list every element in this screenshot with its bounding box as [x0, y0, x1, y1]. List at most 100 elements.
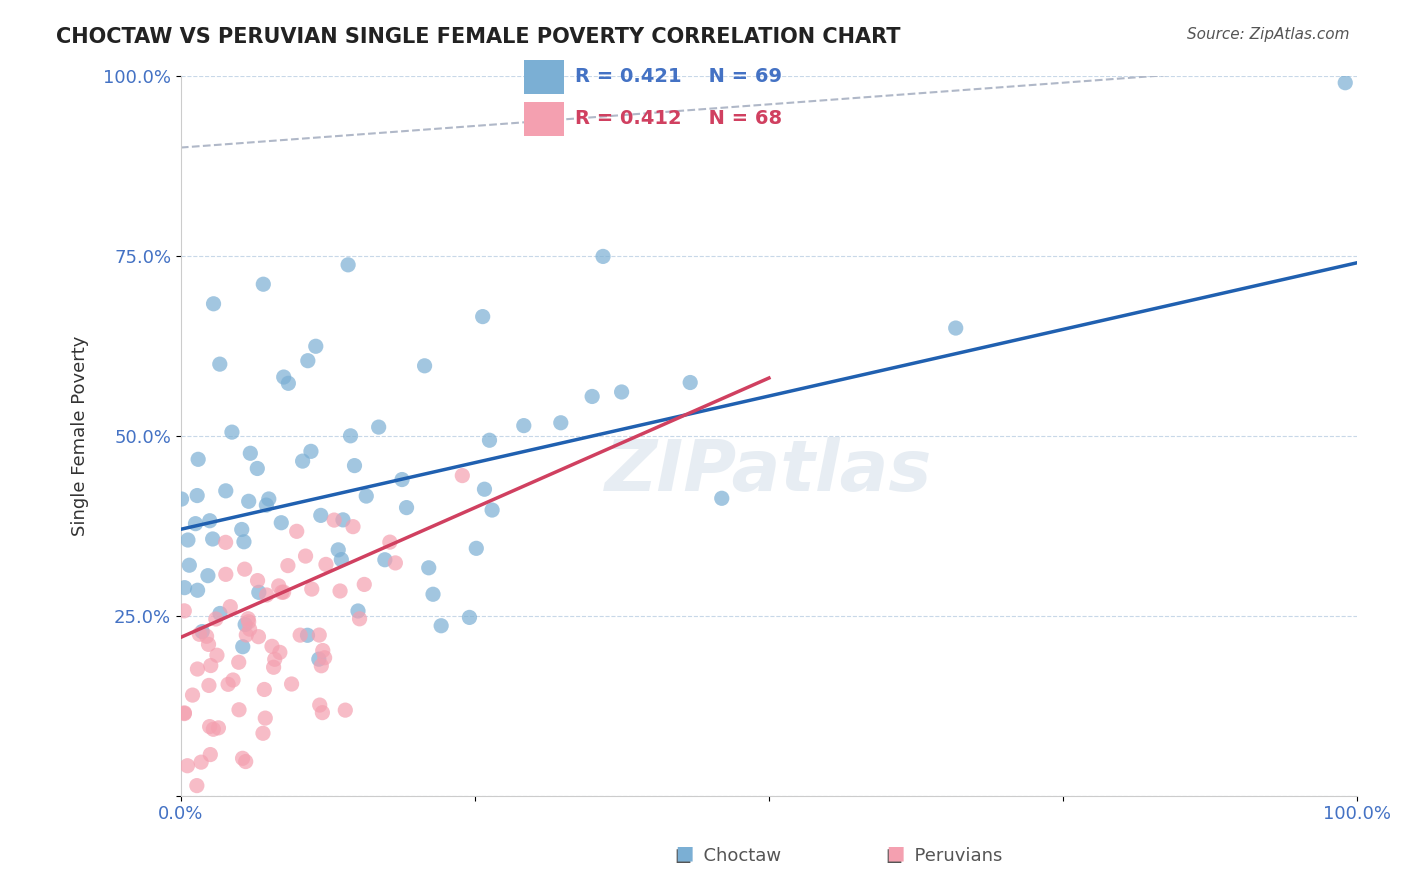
- Peruvians: [186, 779, 208, 793]
- Peruvians: [200, 747, 222, 762]
- Choctaw: [550, 416, 572, 430]
- Peruvians: [232, 751, 254, 765]
- Choctaw: [170, 491, 193, 506]
- Peruvians: [228, 703, 250, 717]
- Peruvians: [353, 577, 375, 591]
- Choctaw: [513, 418, 536, 433]
- Choctaw: [270, 516, 292, 530]
- Peruvians: [186, 662, 208, 676]
- Choctaw: [332, 513, 354, 527]
- Choctaw: [186, 489, 208, 503]
- Peruvians: [197, 637, 219, 651]
- Choctaw: [356, 489, 378, 503]
- Peruvians: [308, 628, 330, 642]
- Peruvians: [260, 640, 283, 654]
- Choctaw: [297, 628, 319, 642]
- Choctaw: [179, 558, 201, 573]
- Choctaw: [308, 652, 330, 666]
- Peruvians: [219, 599, 242, 614]
- Choctaw: [231, 523, 253, 537]
- Peruvians: [173, 706, 195, 720]
- Peruvians: [273, 585, 295, 599]
- Peruvians: [228, 655, 250, 669]
- Choctaw: [198, 514, 221, 528]
- Choctaw: [418, 561, 440, 575]
- Peruvians: [451, 468, 474, 483]
- Choctaw: [221, 425, 243, 439]
- Peruvians: [214, 535, 236, 549]
- Choctaw: [246, 461, 269, 475]
- Choctaw: [291, 454, 314, 468]
- Peruvians: [235, 628, 257, 642]
- Choctaw: [277, 376, 299, 391]
- Peruvians: [378, 535, 401, 549]
- Peruvians: [329, 584, 352, 599]
- Choctaw: [309, 508, 332, 523]
- Peruvians: [270, 585, 292, 599]
- Peruvians: [314, 650, 336, 665]
- Peruvians: [269, 645, 291, 659]
- Text: R = 0.412    N = 68: R = 0.412 N = 68: [575, 109, 783, 128]
- Peruvians: [311, 706, 333, 720]
- Peruvians: [247, 630, 270, 644]
- Choctaw: [478, 434, 501, 448]
- Text: CHOCTAW VS PERUVIAN SINGLE FEMALE POVERTY CORRELATION CHART: CHOCTAW VS PERUVIAN SINGLE FEMALE POVERT…: [56, 27, 901, 46]
- Choctaw: [481, 503, 503, 517]
- Text: Source: ZipAtlas.com: Source: ZipAtlas.com: [1187, 27, 1350, 42]
- Peruvians: [198, 720, 221, 734]
- Choctaw: [395, 500, 418, 515]
- Peruvians: [280, 677, 302, 691]
- Choctaw: [208, 357, 231, 371]
- Peruvians: [222, 673, 245, 687]
- Peruvians: [254, 711, 277, 725]
- Choctaw: [184, 516, 207, 531]
- Choctaw: [581, 389, 603, 403]
- Peruvians: [277, 558, 299, 573]
- Choctaw: [945, 321, 967, 335]
- Choctaw: [458, 610, 481, 624]
- Choctaw: [679, 376, 702, 390]
- Peruvians: [288, 628, 311, 642]
- Peruvians: [311, 658, 333, 673]
- Peruvians: [239, 622, 262, 636]
- Peruvians: [267, 579, 290, 593]
- Text: ■  Peruvians: ■ Peruvians: [886, 847, 1002, 865]
- Choctaw: [430, 619, 453, 633]
- Choctaw: [592, 249, 614, 263]
- Choctaw: [1334, 76, 1357, 90]
- Peruvians: [181, 688, 204, 702]
- Choctaw: [187, 583, 209, 598]
- Bar: [524, 60, 564, 94]
- Peruvians: [215, 567, 238, 582]
- Peruvians: [235, 755, 257, 769]
- Choctaw: [239, 446, 262, 460]
- Peruvians: [205, 648, 228, 663]
- Peruvians: [173, 706, 195, 721]
- Choctaw: [413, 359, 436, 373]
- Choctaw: [339, 429, 361, 443]
- Choctaw: [232, 640, 254, 654]
- Choctaw: [610, 384, 633, 399]
- Peruvians: [173, 604, 195, 618]
- Choctaw: [305, 339, 328, 353]
- Peruvians: [188, 627, 211, 641]
- Text: R = 0.421    N = 69: R = 0.421 N = 69: [575, 67, 782, 87]
- Peruvians: [263, 660, 285, 674]
- Peruvians: [233, 562, 256, 576]
- Choctaw: [191, 624, 214, 639]
- Choctaw: [297, 353, 319, 368]
- Text: ■: ■: [675, 844, 693, 863]
- Peruvians: [301, 582, 323, 596]
- Choctaw: [367, 420, 389, 434]
- Text: ■: ■: [886, 844, 904, 863]
- Peruvians: [384, 556, 406, 570]
- Choctaw: [474, 482, 496, 496]
- Choctaw: [299, 444, 322, 458]
- Text: ZIPatlas: ZIPatlas: [605, 437, 932, 506]
- Peruvians: [349, 612, 371, 626]
- Choctaw: [187, 452, 209, 467]
- Peruvians: [207, 721, 229, 735]
- Choctaw: [252, 277, 274, 292]
- Peruvians: [238, 615, 260, 629]
- Peruvians: [315, 558, 337, 572]
